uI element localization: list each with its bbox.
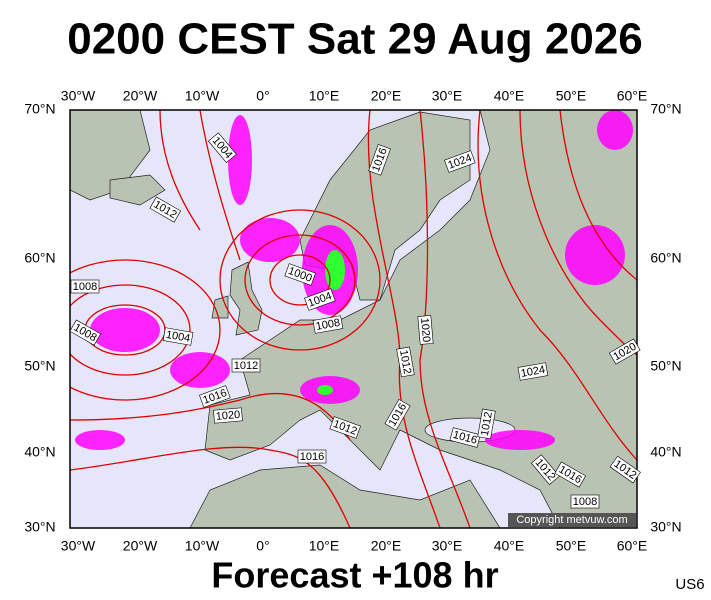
isobar-label-bg bbox=[213, 407, 243, 424]
isobar-label: 1020 bbox=[215, 409, 240, 423]
isobar-label-group: 1008 bbox=[570, 494, 600, 509]
isobar-label-group: 1012 bbox=[396, 346, 415, 378]
isobar-label-bg bbox=[329, 416, 361, 439]
isobar-label-bg bbox=[444, 150, 476, 173]
isobar-label-bg bbox=[304, 288, 336, 311]
isobar-label: 1024 bbox=[520, 364, 546, 380]
isobar-label-group: 1020 bbox=[213, 407, 243, 424]
isobar-label: 1012 bbox=[397, 349, 413, 375]
lon-label-top: 40°E bbox=[494, 88, 525, 104]
lat-label-left: 50°N bbox=[24, 358, 55, 374]
lon-label-top: 30°E bbox=[432, 88, 463, 104]
isobar-label-bg bbox=[69, 319, 102, 346]
isobar-label-group: 1016 bbox=[297, 449, 327, 464]
isobar-label-bg bbox=[517, 362, 549, 381]
lon-label-top: 20°W bbox=[123, 88, 158, 104]
isobar-label-bg bbox=[477, 408, 496, 440]
isobar-label: 1008 bbox=[73, 281, 97, 293]
isobar-label-group: 1016 bbox=[449, 427, 481, 448]
lat-label-left: 60°N bbox=[24, 250, 55, 266]
lat-label-left: 30°N bbox=[24, 519, 55, 535]
isobar-label-group: 1008 bbox=[70, 279, 100, 294]
isobar-label: 1012 bbox=[479, 411, 495, 437]
lat-label-right: 60°N bbox=[650, 250, 681, 266]
isobar-label-bg bbox=[609, 455, 641, 484]
isobar-label-bg bbox=[231, 358, 261, 373]
isobar-label-bg bbox=[530, 454, 560, 486]
isobar-label-bg bbox=[199, 385, 231, 408]
lon-label-bottom: 10°W bbox=[185, 538, 220, 554]
lat-label-right: 50°N bbox=[650, 358, 681, 374]
isobar-label: 1008 bbox=[573, 496, 597, 508]
lat-label-left: 40°N bbox=[24, 444, 55, 460]
isobar-label-bg bbox=[70, 279, 100, 294]
lon-label-bottom: 40°E bbox=[494, 538, 525, 554]
lon-label-bottom: 60°E bbox=[617, 538, 648, 554]
isobar-label: 1012 bbox=[234, 360, 258, 372]
lon-label-top: 10°E bbox=[309, 88, 340, 104]
model-code: US6 bbox=[675, 576, 704, 593]
lon-label-top: 30°W bbox=[61, 88, 96, 104]
lon-label-top: 50°E bbox=[556, 88, 587, 104]
lon-label-bottom: 20°E bbox=[371, 538, 402, 554]
isobar-label-bg bbox=[162, 327, 194, 346]
isobar-label: 1008 bbox=[315, 317, 341, 333]
isobar-label-group: 1012 bbox=[231, 358, 261, 373]
lon-label-bottom: 30°E bbox=[432, 538, 463, 554]
britain bbox=[211, 261, 263, 336]
lon-label-top: 20°E bbox=[371, 88, 402, 104]
isobar-label-bg bbox=[449, 427, 481, 448]
isobar-label-bg bbox=[554, 461, 587, 488]
isobar-label-bg bbox=[368, 144, 391, 176]
isobar-label-bg bbox=[570, 494, 600, 509]
isobar-label-bg bbox=[608, 338, 641, 365]
lon-label-bottom: 0° bbox=[256, 538, 269, 554]
lon-label-bottom: 50°E bbox=[556, 538, 587, 554]
isobar-label-bg bbox=[312, 315, 344, 334]
isobar-label: 1016 bbox=[300, 451, 324, 463]
isobar-label-group: 1012 bbox=[477, 408, 496, 440]
isobar-label-group: 1008 bbox=[312, 315, 344, 334]
isobar-label: 1020 bbox=[418, 317, 432, 342]
lat-label-right: 70°N bbox=[650, 101, 681, 117]
lon-label-top: 10°W bbox=[185, 88, 220, 104]
lat-label-right: 40°N bbox=[650, 444, 681, 460]
isobar-label-bg bbox=[396, 346, 415, 378]
isobar-label-bg bbox=[417, 315, 434, 345]
africa bbox=[189, 464, 501, 528]
isobar-label-bg bbox=[149, 196, 182, 223]
isobar-label-group: 1024 bbox=[517, 362, 549, 381]
lon-label-bottom: 10°E bbox=[309, 538, 340, 554]
copyright-box bbox=[508, 513, 636, 527]
isobar-label: 1004 bbox=[165, 329, 191, 345]
lat-label-right: 30°N bbox=[650, 519, 681, 535]
lon-label-bottom: 30°W bbox=[61, 538, 96, 554]
map-frame bbox=[69, 109, 638, 529]
isobar-label-bg bbox=[297, 449, 327, 464]
isobar-label-bg bbox=[284, 263, 316, 286]
lat-label-left: 70°N bbox=[24, 101, 55, 117]
iceland bbox=[109, 174, 166, 206]
isobar-label-group: 1020 bbox=[417, 315, 434, 345]
lon-label-top: 0° bbox=[256, 88, 269, 104]
lon-label-bottom: 20°W bbox=[123, 538, 158, 554]
isobar-label-bg bbox=[207, 132, 237, 164]
isobar-label-bg bbox=[384, 398, 411, 431]
forecast-label: Forecast +108 hr bbox=[211, 555, 498, 596]
copyright: Copyright metvuw.com bbox=[516, 514, 627, 526]
lon-label-top: 60°E bbox=[617, 88, 648, 104]
title: 0200 CEST Sat 29 Aug 2026 bbox=[67, 15, 643, 64]
isobar-label-group: 1004 bbox=[162, 327, 194, 346]
